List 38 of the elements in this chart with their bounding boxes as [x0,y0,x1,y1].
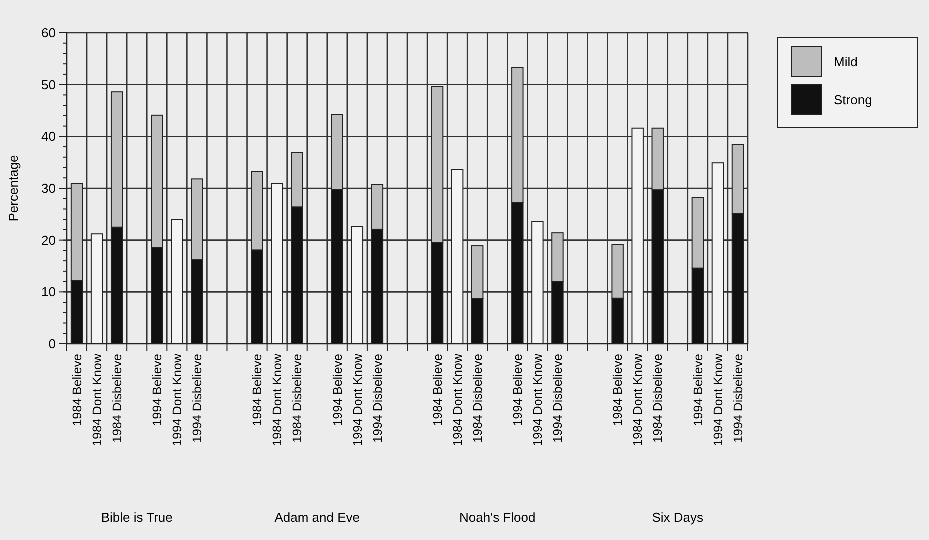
y-tick-label: 50 [42,77,56,92]
y-tick-label: 20 [42,232,56,248]
text: Adam and Eve [274,510,360,525]
x-tick-label: 1994 Believe [150,354,165,426]
y-tick-label: 10 [42,284,56,300]
x-tick-label: 1994 Dont Know [350,353,365,446]
y-axis-title: Percentage [6,155,21,222]
y-tick-label: 30 [42,181,56,196]
x-tick-label: 1994 Disbelieve [370,354,385,443]
x-tick-label: 1994 Dont Know [711,353,726,446]
x-tick-label: 1994 Disbelieve [551,354,566,443]
x-tick-label: 1994 Believe [691,354,706,426]
y-tick-label: 0 [48,336,56,352]
text: Noah's Flood [460,510,536,525]
text: Six Days [652,510,704,525]
x-tick-label: 1984 Believe [70,354,84,426]
x-tick-label: 1994 Dont Know [170,353,185,446]
x-tick-label: 1994 Disbelieve [731,354,746,443]
x-tick-label: 1994 Disbelieve [190,354,205,443]
y-tick-label: 40 [42,129,56,144]
x-tick-label: 1984 Believe [250,354,265,426]
x-tick-label: 1994 Believe [511,354,526,426]
x-tick-label: 1994 Believe [330,354,345,426]
x-tick-label: 1984 Believe [611,354,626,426]
legend-label: Mild [834,54,858,70]
legend-label: Strong [834,92,872,108]
x-tick-label: 1984 Disbelieve [290,354,305,443]
x-tick-label: 1984 Dont Know [631,353,646,446]
x-tick-label: 1984 Disbelieve [470,354,485,443]
x-tick-label: 1984 Believe [430,354,445,426]
x-tick-label: 1984 Dont Know [90,353,104,446]
x-tick-label: 1984 Dont Know [270,353,285,446]
x-tick-label: 1984 Disbelieve [110,354,124,443]
y-tick-label: 60 [42,26,56,41]
x-tick-label: 1984 Disbelieve [651,354,666,443]
x-tick-label: 1994 Dont Know [531,353,546,446]
text: Bible is True [101,510,173,525]
x-tick-label: 1984 Dont Know [450,353,465,446]
